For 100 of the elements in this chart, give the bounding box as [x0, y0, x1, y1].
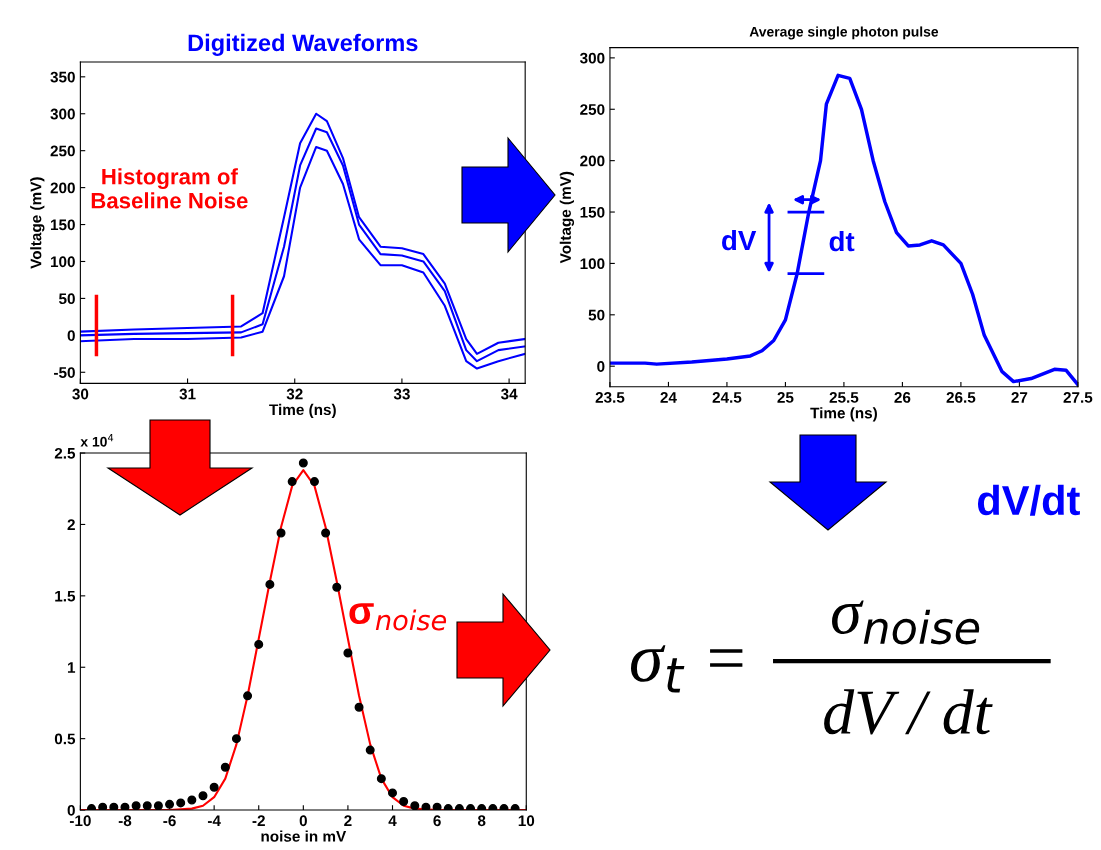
point [410, 801, 420, 811]
x-axis-title: Time (ns) [269, 403, 336, 419]
y-tick-label: 0 [597, 361, 605, 372]
y-tick-label: 150 [580, 206, 605, 218]
x-tick-label: 34 [500, 388, 518, 400]
point [120, 802, 130, 811]
point [265, 579, 275, 589]
x-tick-label: -10 [69, 815, 91, 827]
y-tick-label: 300 [50, 108, 75, 120]
x-tick-label: 26.5 [946, 392, 976, 403]
point [399, 796, 409, 806]
point [332, 582, 342, 592]
text: dV/dt [977, 484, 1080, 516]
y-tick-label: 0.5 [54, 733, 76, 745]
point [165, 799, 175, 809]
x-tick-label: 10 [518, 815, 535, 827]
point [499, 804, 509, 811]
point [209, 782, 219, 792]
chart-title: Digitized Waveforms [188, 33, 418, 56]
point [254, 639, 264, 649]
point [488, 804, 498, 811]
x-tick-label: 26 [894, 392, 911, 403]
y-tick-label: 200 [580, 155, 605, 167]
y-axis-title: Voltage (mV) [559, 171, 575, 264]
x-tick-label: 24.5 [712, 392, 742, 403]
x-tick-label: 27.5 [1063, 392, 1093, 403]
x-tick-label: 25.5 [829, 392, 859, 403]
x-axis-title: noise in mV [261, 830, 347, 842]
x-tick-label: 33 [393, 388, 410, 400]
x-tick-label: -2 [252, 815, 265, 826]
x-tick-label: -8 [118, 815, 132, 827]
x-tick-label: 32 [286, 388, 303, 400]
x-tick-label: 23.5 [595, 392, 625, 403]
point [243, 691, 253, 701]
text: σ$_{t}$ = [631, 645, 743, 693]
point [176, 798, 186, 808]
y-axis-title: Voltage (mV) [30, 177, 45, 269]
y-tick-label: 100 [580, 258, 605, 270]
point [466, 804, 476, 811]
point [443, 804, 453, 811]
text: x 10$^{4}$ [80, 434, 114, 447]
y-tick-label: 1.5 [55, 590, 76, 602]
point [354, 702, 364, 712]
point [421, 802, 431, 811]
point [388, 788, 398, 798]
x-tick-label: 25 [777, 392, 794, 403]
y-tick-label: 250 [50, 145, 75, 157]
y-tick-label: 1 [67, 662, 76, 673]
y-tick-label: 300 [579, 52, 605, 64]
point [98, 802, 108, 811]
point [142, 801, 152, 811]
x-axis-title: Time (ns) [810, 407, 877, 422]
x-tick-label: 24 [660, 392, 677, 403]
x-tick-label: 0 [299, 815, 307, 827]
x-tick-label: -6 [163, 815, 176, 827]
x-tick-label: 31 [179, 388, 196, 400]
x-tick-label: 8 [477, 815, 486, 827]
x-tick-label: 27 [1011, 392, 1028, 403]
y-tick-label: 100 [50, 256, 75, 268]
y-tick-label: -50 [54, 367, 75, 378]
y-tick-label: 0 [67, 804, 75, 816]
y-tick-label: 50 [58, 293, 75, 305]
point [87, 804, 97, 811]
annotation: dt [829, 230, 855, 252]
annotation: Histogram of Baseline Noise [91, 168, 248, 209]
annotation: dV [722, 229, 757, 251]
point [343, 648, 353, 658]
y-tick-label: 2 [67, 519, 75, 530]
point [454, 804, 464, 811]
y-tick-label: 200 [50, 182, 75, 194]
text: σ$_{noise}$ [832, 600, 980, 645]
point [131, 801, 141, 811]
point [187, 795, 197, 805]
x-tick-label: 6 [433, 815, 441, 827]
point [432, 802, 442, 811]
point [109, 802, 119, 811]
y-tick-label: 2.5 [54, 447, 76, 459]
x-tick-label: 2 [344, 815, 352, 826]
y-tick-label: 250 [580, 104, 605, 115]
y-tick-label: 350 [50, 71, 75, 83]
y-tick-label: 0 [67, 330, 75, 342]
point [321, 528, 331, 538]
text: dV / dt [824, 689, 993, 735]
point [153, 801, 163, 811]
point [365, 745, 375, 755]
point [298, 458, 308, 468]
point [287, 477, 297, 487]
point [477, 804, 487, 811]
x-tick-label: 30 [72, 388, 89, 400]
y-tick-label: 50 [588, 309, 605, 321]
point [198, 791, 208, 801]
chart-title: Average single photon pulse [749, 26, 939, 40]
point [510, 804, 520, 811]
y-tick-label: 150 [50, 219, 75, 231]
point [309, 477, 319, 487]
point [231, 734, 241, 744]
annotation: σ$_{noise}$ [349, 603, 447, 631]
point [220, 762, 230, 772]
x-tick-label: -4 [207, 815, 221, 826]
point [276, 528, 286, 538]
